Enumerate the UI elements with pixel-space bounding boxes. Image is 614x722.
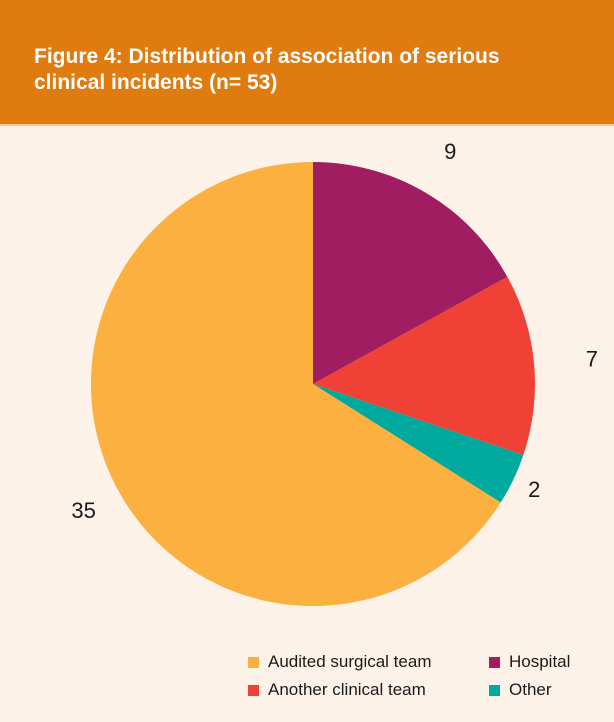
data-label-hospital: 9 (444, 139, 456, 164)
pie-slice-hospital (313, 162, 508, 384)
pie-slice-audited-surgical-team (91, 161, 501, 606)
pie-slice-another-clinical-team (313, 276, 535, 456)
figure-header: Figure 4: Distribution of association of… (0, 0, 614, 124)
pie-slice-other (313, 384, 524, 503)
pie-data-labels: 9 7 2 35 (71, 139, 598, 523)
chart-title: Figure 4: Distribution of association of… (34, 45, 500, 94)
header-divider (0, 124, 614, 126)
data-label-other: 2 (528, 477, 540, 502)
data-label-audited-surgical-team: 35 (71, 498, 95, 523)
pie-slices (91, 161, 535, 606)
data-label-another-clinical-team: 7 (586, 347, 598, 372)
